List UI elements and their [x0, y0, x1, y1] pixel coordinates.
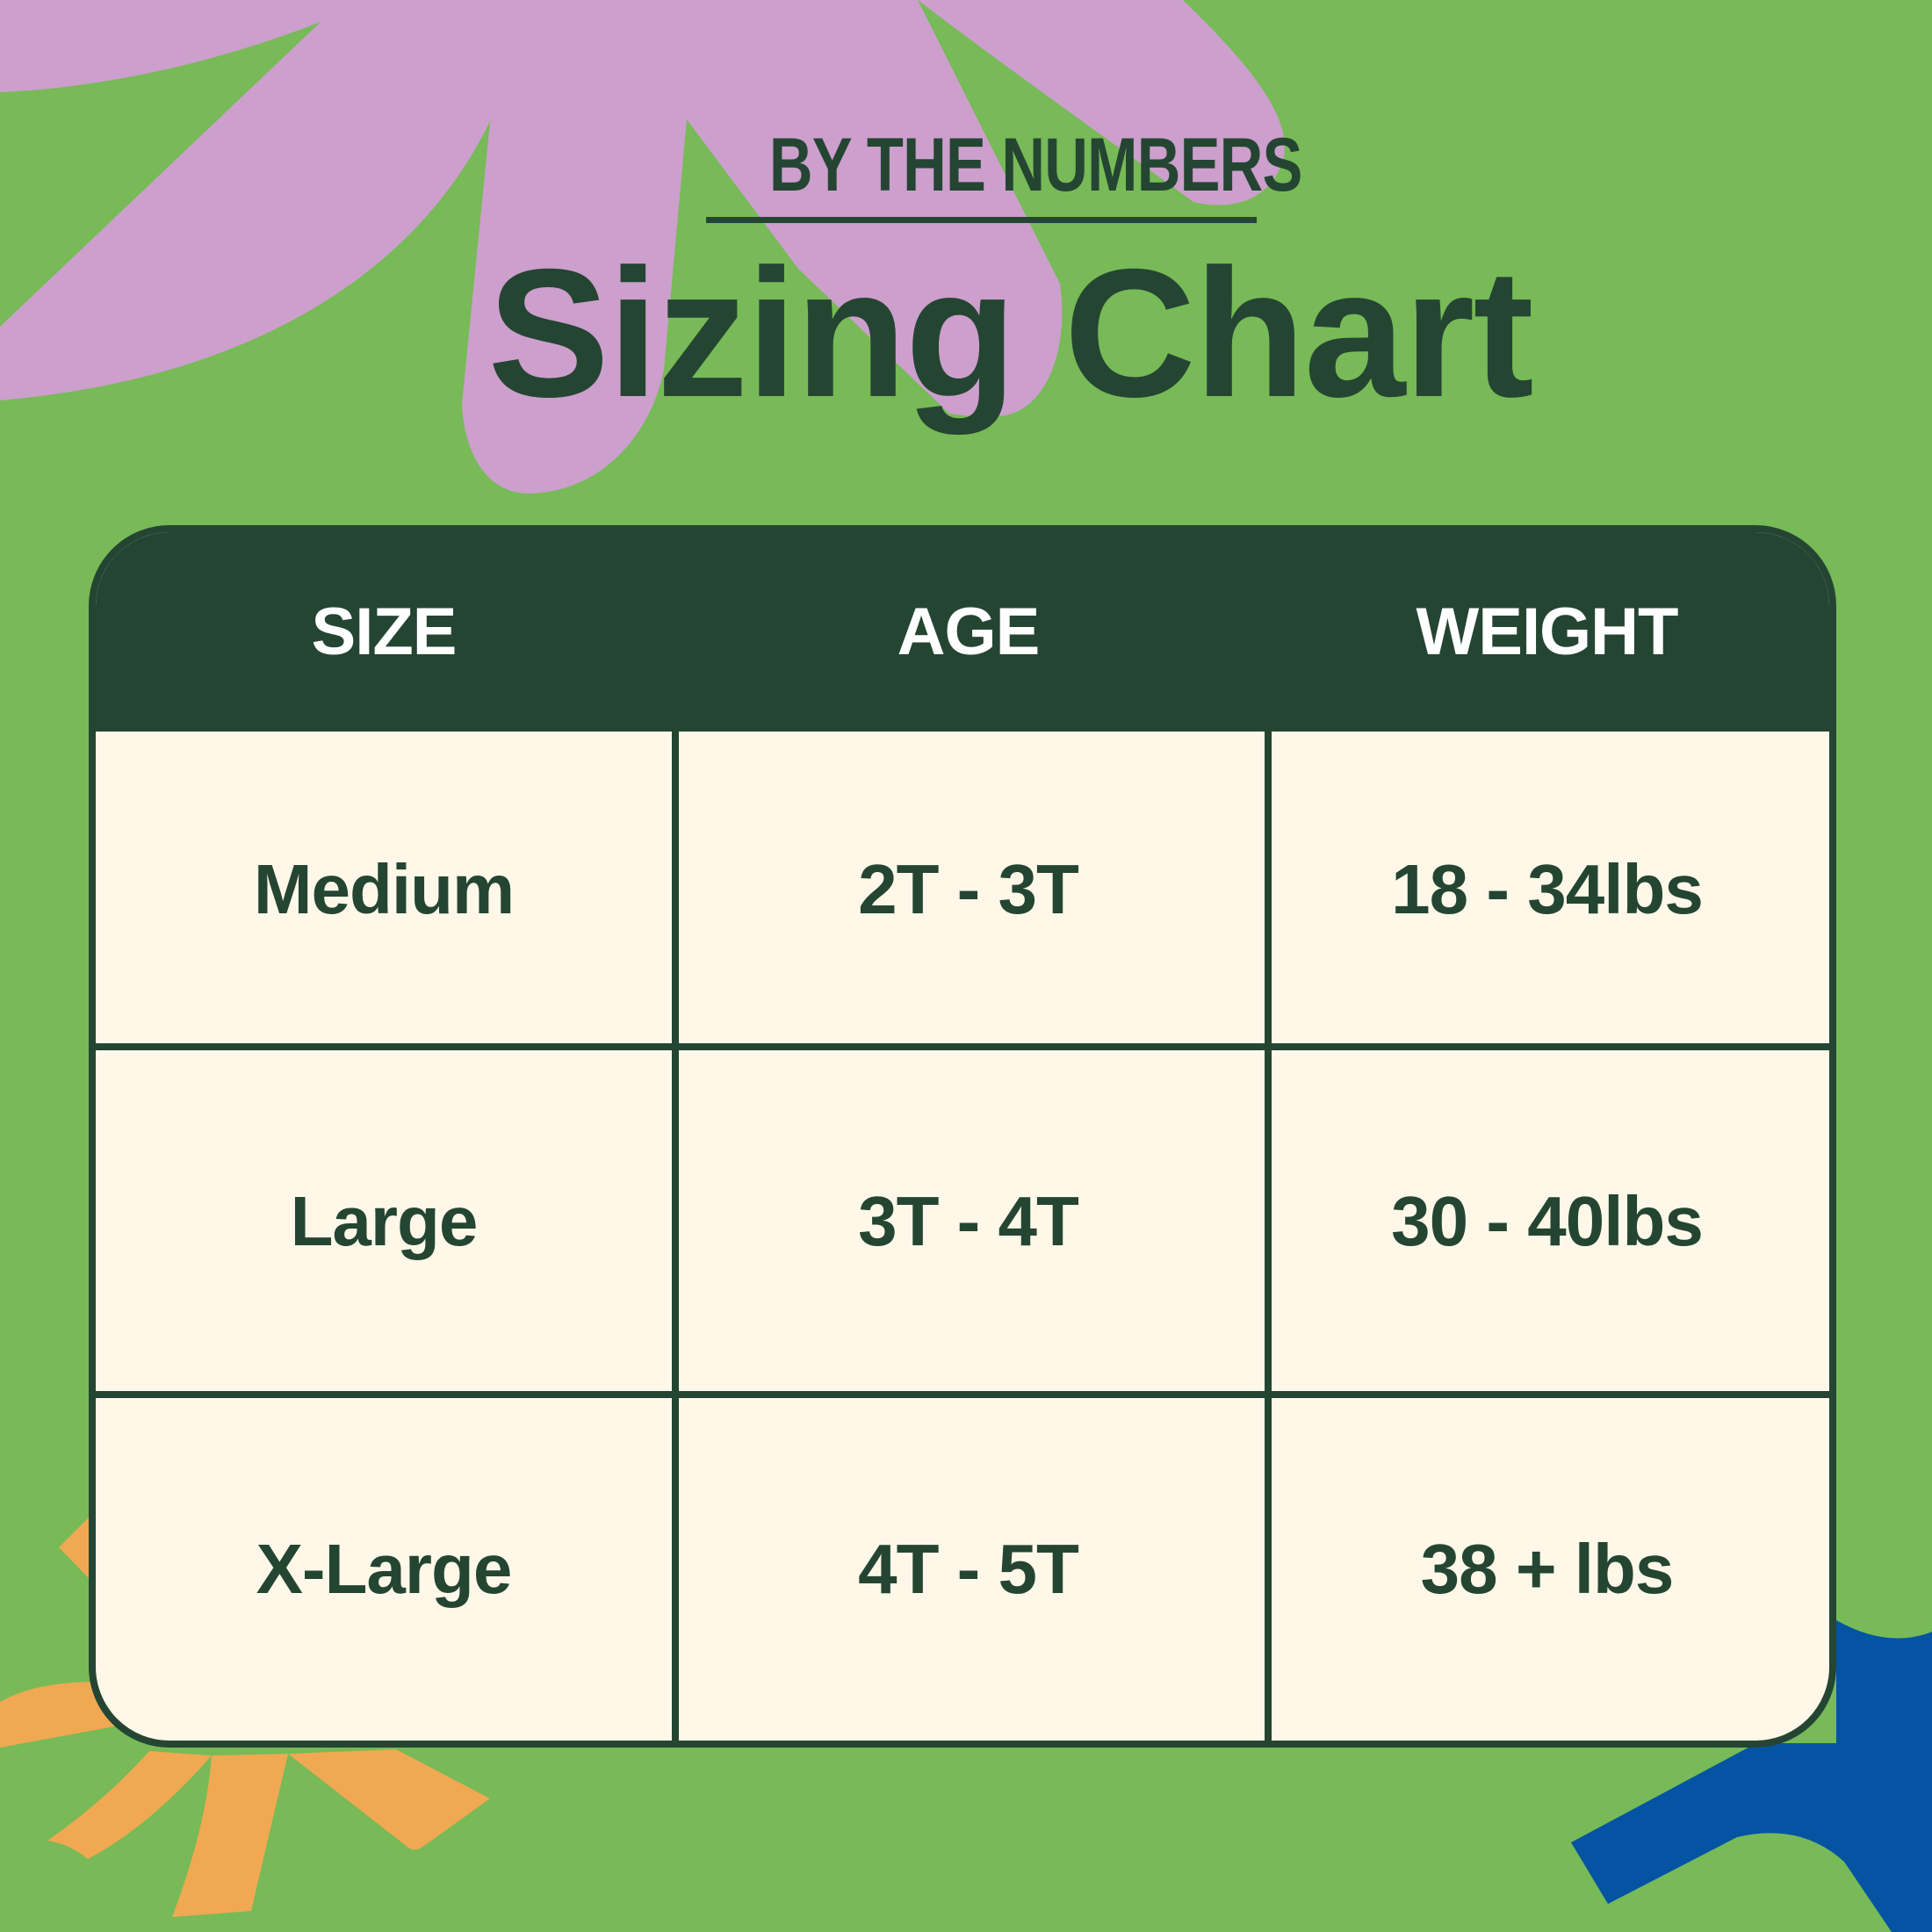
table-row: X-Large 4T - 5T 38 + lbs: [96, 1398, 1829, 1741]
orange-burst: [0, 1517, 490, 1917]
cell-size: Large: [290, 1182, 479, 1260]
table-row: Large 3T - 4T 30 - 40lbs: [96, 1050, 1829, 1393]
cell-size: Medium: [253, 849, 515, 928]
kicker-text: BY THE NUMBERS: [768, 123, 1303, 207]
lavender-flower-right-petal: [918, 0, 1285, 205]
column-header-size: SIZE: [311, 595, 458, 669]
kicker: BY THE NUMBERS: [703, 127, 1303, 203]
column-divider: [672, 732, 679, 1741]
sizing-table: SIZE AGE WEIGHT Medium 2T - 3T 18 - 34lb…: [89, 525, 1836, 1748]
cell-weight: 18 - 34lbs: [1391, 849, 1704, 928]
column-header-age: AGE: [897, 595, 1041, 669]
column-divider: [1265, 732, 1272, 1741]
table-row: Medium 2T - 3T 18 - 34lbs: [96, 732, 1829, 1047]
row-divider: [96, 1391, 1829, 1398]
table-header: SIZE AGE WEIGHT: [96, 532, 1829, 732]
column-header-weight: WEIGHT: [1416, 595, 1679, 669]
page-title: Sizing Chart: [487, 232, 1533, 436]
blue-shape: [1571, 1620, 1932, 1932]
kicker-divider: [706, 217, 1257, 223]
lavender-flower-petals: [0, 0, 1063, 494]
cell-size: X-Large: [256, 1530, 513, 1608]
row-divider: [96, 1043, 1829, 1050]
cell-weight: 38 + lbs: [1420, 1530, 1675, 1608]
cell-age: 2T - 3T: [858, 849, 1079, 928]
cell-age: 4T - 5T: [858, 1530, 1079, 1608]
cell-weight: 30 - 40lbs: [1391, 1182, 1704, 1260]
cell-age: 3T - 4T: [858, 1182, 1079, 1260]
